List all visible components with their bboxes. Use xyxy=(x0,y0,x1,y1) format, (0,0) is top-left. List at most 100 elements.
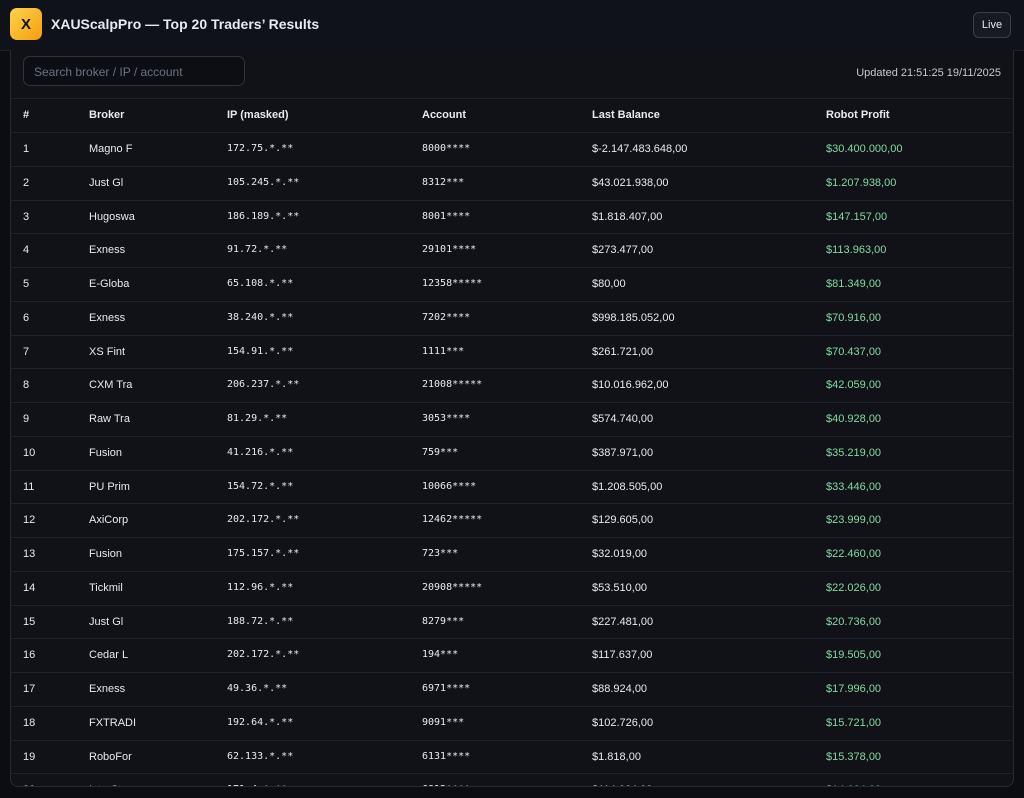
account-cell: 6971**** xyxy=(422,683,471,694)
column-header: IP (masked) xyxy=(227,109,289,121)
rank-cell: 3 xyxy=(23,210,30,223)
broker-cell: AxiCorp xyxy=(89,514,129,527)
broker-cell: E-Globa xyxy=(89,278,130,290)
ip-cell: 91.72.*.** xyxy=(227,244,288,256)
rank-cell: 12 xyxy=(23,514,36,527)
table-row: 15 Just Gl 188.72.*.** 8279*** $227.481,00 $2… xyxy=(11,604,1013,639)
broker-cell: Fusion xyxy=(89,446,123,459)
ip-cell: 81.29.*.** xyxy=(227,413,288,424)
broker-cell: Exness xyxy=(89,311,126,324)
ip-cell: 202.172.*.** xyxy=(227,514,300,526)
broker-cell: Just Gl xyxy=(89,615,124,628)
broker-cell: Just Gl xyxy=(89,176,124,189)
broker-cell: RoboFor xyxy=(89,750,132,763)
account-cell: 8279*** xyxy=(422,615,465,627)
broker-cell: PU Prim xyxy=(89,480,130,493)
rank-cell: 10 xyxy=(23,446,36,459)
profit-cell: $22.026,00 xyxy=(826,581,882,594)
account-cell: 12462***** xyxy=(422,514,483,526)
top-bar: X XAUScalpPro — Top 20 Traders’ Results … xyxy=(0,0,1024,51)
profit-cell: $40.928,00 xyxy=(826,413,882,425)
ip-cell: 41.216.*.** xyxy=(227,446,294,458)
broker-cell: FXTRADI xyxy=(89,716,137,729)
ip-cell: 105.245.*.** xyxy=(227,176,300,188)
account-cell: 3053**** xyxy=(422,413,471,424)
broker-cell: Hugoswa xyxy=(89,210,135,223)
search-input[interactable]: Search broker / IP / account xyxy=(23,56,245,86)
balance-cell: $129.605,00 xyxy=(592,514,654,527)
table-row: 13 Fusion 175.157.*.** 723*** $32.019,00 $22.… xyxy=(11,537,1013,571)
ip-cell: 154.91.*.** xyxy=(227,345,294,357)
ip-cell: 49.36.*.** xyxy=(227,683,288,694)
broker-cell: Cedar L xyxy=(89,649,129,662)
broker-cell: Tickmil xyxy=(89,581,123,594)
account-cell: 759*** xyxy=(422,446,459,458)
rank-cell: 11 xyxy=(23,480,35,493)
ip-cell: 186.189.*.** xyxy=(227,210,300,222)
column-header: Robot Profit xyxy=(826,109,890,121)
ip-cell: 172.75.*.** xyxy=(227,143,294,154)
profit-cell: $70.437,00 xyxy=(826,345,882,358)
rank-cell: 7 xyxy=(23,345,30,358)
balance-cell: $1.818,00 xyxy=(592,750,641,763)
rank-cell: 5 xyxy=(23,278,30,290)
balance-cell: $43.021.938,00 xyxy=(592,176,669,189)
table-row: 19 RoboFor 62.133.*.** 6131**** $1.818,00 $15… xyxy=(11,739,1013,774)
broker-cell: Magno F xyxy=(89,143,133,155)
rank-cell: 8 xyxy=(23,379,30,392)
broker-cell: XS Fint xyxy=(89,345,126,358)
balance-cell: $227.481,00 xyxy=(592,615,654,628)
profit-cell: $15.378,00 xyxy=(826,750,882,763)
account-cell: 9091*** xyxy=(422,716,465,728)
profit-cell: $33.446,00 xyxy=(826,480,882,493)
broker-cell: Raw Tra xyxy=(89,413,130,425)
profit-cell: $81.349,00 xyxy=(826,278,882,290)
table-row: 2 Just Gl 105.245.*.** 8312*** $43.021.938,0… xyxy=(11,165,1013,200)
profit-cell: $17.996,00 xyxy=(826,683,882,695)
profit-cell: $113.963,00 xyxy=(826,244,887,257)
account-cell: 8312*** xyxy=(422,176,465,188)
table-row: 3 Hugoswa 186.189.*.** 8001**** $1.818.407,0… xyxy=(11,199,1013,234)
balance-cell: $574.740,00 xyxy=(592,413,654,425)
profit-cell: $42.059,00 xyxy=(826,379,882,392)
balance-cell: $273.477,00 xyxy=(592,244,654,257)
table-row: 12 AxiCorp 202.172.*.** 12462***** $129.605,… xyxy=(11,503,1013,537)
broker-cell: Exness xyxy=(89,244,126,257)
column-header: Broker xyxy=(89,109,125,121)
profit-cell: $70.916,00 xyxy=(826,311,882,324)
ip-cell: 206.237.*.** xyxy=(227,379,300,391)
balance-cell: $998.185.052,00 xyxy=(592,311,675,324)
ip-cell: 202.172.*.** xyxy=(227,649,300,661)
rank-cell: 4 xyxy=(23,244,30,257)
ip-cell: 62.133.*.** xyxy=(227,750,294,762)
account-cell: 6131**** xyxy=(422,750,471,762)
column-header: Last Balance xyxy=(592,109,660,121)
balance-cell: $-2.147.483.648,00 xyxy=(592,143,688,155)
rank-cell: 6 xyxy=(23,311,30,324)
account-cell: 194*** xyxy=(422,649,459,661)
broker-cell: CXM Tra xyxy=(89,379,133,392)
rank-cell: 14 xyxy=(23,581,36,594)
table-row: 4 Exness 91.72.*.** 29101**** $273.477,00 $11… xyxy=(11,233,1013,267)
balance-cell: $387.971,00 xyxy=(592,446,654,459)
results-table: # Broker IP (masked) Account Last Balance Rob… xyxy=(11,98,1013,786)
rank-cell: 18 xyxy=(23,716,36,729)
rank-cell: 20 xyxy=(23,774,35,786)
rank-cell: 1 xyxy=(23,143,30,155)
column-header: Account xyxy=(422,109,466,121)
rank-cell: 2 xyxy=(23,176,30,189)
table-row: 14 Tickmil 112.96.*.** 20908***** $53.510,00… xyxy=(11,570,1013,605)
profit-cell: $22.460,00 xyxy=(826,548,882,560)
balance-cell: $80,00 xyxy=(592,278,626,290)
table-row: 1 Magno F 172.75.*.** 8000**** $-2.147.483.6… xyxy=(11,132,1013,166)
rank-cell: 13 xyxy=(23,548,36,560)
account-cell: 6812**** xyxy=(422,774,470,786)
account-cell: 723*** xyxy=(422,548,459,559)
live-button[interactable]: Live xyxy=(973,12,1011,38)
table-row: 9 Raw Tra 81.29.*.** 3053**** $574.740,00 $40… xyxy=(11,402,1013,436)
ip-cell: 175.157.*.** xyxy=(227,548,300,559)
table-row: 20 InterSt 171.4.*.** 6812**** $114.664,00 $1… xyxy=(11,773,1013,786)
balance-cell: $32.019,00 xyxy=(592,548,648,560)
ip-cell: 188.72.*.** xyxy=(227,615,294,627)
table-row: 8 CXM Tra 206.237.*.** 21008***** $10.016.96… xyxy=(11,368,1013,402)
